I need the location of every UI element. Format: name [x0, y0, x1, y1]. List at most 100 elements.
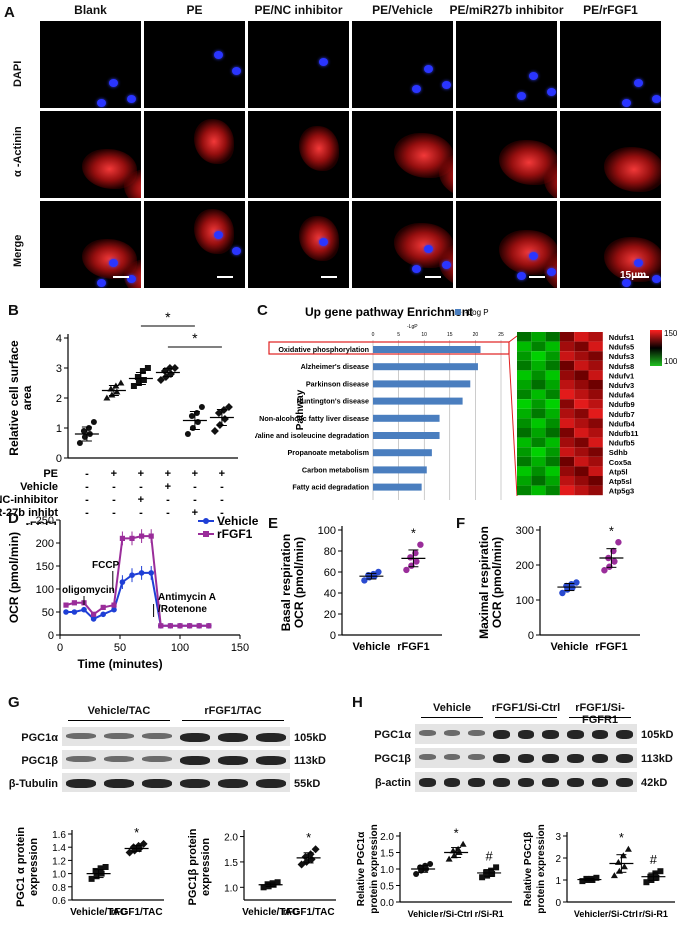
- data-point: [90, 419, 97, 425]
- protein-band: [468, 754, 485, 760]
- heatmap-cell: [517, 456, 532, 467]
- protein-band: [104, 778, 134, 788]
- condition-sign: -: [220, 481, 224, 493]
- y-tick-label: 0.6: [52, 896, 66, 907]
- y-tick-label: 60: [324, 567, 336, 579]
- data-point: [194, 419, 201, 425]
- y-tick-label: 2: [555, 854, 561, 865]
- data-point: [81, 606, 87, 613]
- condition-sign: -: [220, 507, 224, 519]
- micrograph-tile: [248, 201, 349, 288]
- pathway-label: Fatty acid degradation: [292, 483, 369, 492]
- heatmap-cell: [559, 351, 575, 361]
- data-point: [601, 567, 608, 574]
- data-point: [624, 845, 632, 852]
- micrograph-tile: [248, 111, 349, 198]
- y-tick-label: 2.0: [380, 832, 394, 843]
- row-label: α -Actinin: [12, 125, 24, 177]
- heatmap-cell: [574, 360, 589, 371]
- protein-band: [419, 754, 436, 760]
- data-point: [413, 870, 420, 877]
- y-tick-label: 4: [56, 333, 62, 345]
- y-tick-label: 250: [36, 515, 54, 527]
- condition-sign: -: [139, 507, 143, 519]
- y-tick-label: 0.0: [380, 898, 394, 909]
- nucleus: [652, 95, 661, 103]
- condition-label: PE: [43, 468, 58, 480]
- top-tick-label: 5: [397, 332, 400, 338]
- data-point: [135, 380, 142, 386]
- molecular-weight-label: 105kD: [294, 732, 327, 744]
- heatmap-cell: [531, 437, 546, 448]
- heatmap-cell: [574, 437, 589, 448]
- molecular-weight-label: 113kD: [641, 753, 673, 765]
- y-tick-label: 2.0: [224, 833, 238, 844]
- nucleus: [442, 261, 451, 269]
- protein-band: [256, 755, 286, 765]
- micrograph-tile: [560, 21, 661, 108]
- data-point: [615, 539, 622, 546]
- actinin-cell: [124, 169, 141, 198]
- heatmap-cell: [517, 476, 532, 486]
- data-point: [484, 872, 491, 879]
- protein-band: [66, 755, 96, 762]
- protein-band: [493, 730, 510, 739]
- condition-sign: -: [139, 520, 143, 525]
- heatmap-cell: [588, 418, 603, 428]
- panel-b-label: B: [8, 302, 19, 319]
- significance-mark: *: [411, 526, 416, 541]
- panel-d-ocr-line-chart: 0 50 100 150 200 250 0 50 100 150 Time (minutes) OC…: [7, 514, 259, 671]
- significance-mark: *: [134, 825, 139, 840]
- data-point: [187, 623, 193, 629]
- y-tick-label: 0.8: [52, 883, 66, 894]
- significance-mark: *: [192, 330, 198, 346]
- nucleus: [424, 245, 433, 253]
- micrograph-tile: [352, 21, 453, 108]
- condition-sign: +: [138, 468, 144, 480]
- data-point: [479, 874, 486, 881]
- panel-h-pgc1b-plot: 0 1 2 3 Relative PGC1β protein expression Vehi…: [523, 824, 675, 919]
- y-axis-label: protein expression: [369, 824, 380, 913]
- data-point: [71, 609, 78, 615]
- data-point: [167, 623, 173, 629]
- pathway-bar: [373, 449, 432, 457]
- data-point: [579, 878, 586, 885]
- heatmap-cell: [531, 332, 546, 342]
- heatmap-cell: [531, 418, 546, 428]
- heatmap-cell: [574, 476, 589, 486]
- heatmap-cell: [531, 456, 546, 467]
- molecular-weight-label: 42kD: [641, 777, 668, 789]
- x-tick-label: 50: [114, 642, 126, 654]
- protein-band: [567, 730, 584, 739]
- protein-band: [66, 778, 96, 788]
- micrograph-tile: [40, 111, 141, 198]
- heatmap-cell: [588, 360, 603, 371]
- significance-mark: *: [619, 830, 624, 845]
- x-category-label: Vehicle: [574, 909, 605, 919]
- protein-band: [104, 755, 134, 762]
- protein-band: [517, 778, 535, 787]
- heatmap-cell: [588, 389, 603, 400]
- gene-label: Ndufb4: [609, 419, 636, 428]
- data-point: [488, 867, 495, 874]
- panel-c-enrichment: Up gene pathway Enrichment-Log P -LgP 0 5 10…: [255, 305, 678, 500]
- y-axis-label: Maximal respiration: [477, 526, 491, 639]
- data-point: [125, 848, 134, 857]
- protein-band: [443, 754, 461, 760]
- gene-label: Ndufs1: [609, 333, 634, 342]
- micrograph-tile: [248, 21, 349, 108]
- condition-sign: +: [192, 468, 198, 480]
- top-tick-label: 10: [421, 332, 427, 338]
- protein-band: [218, 778, 248, 788]
- protein-band: [493, 754, 510, 763]
- gene-label: Ndufb5: [609, 439, 635, 448]
- heatmap-cell: [574, 485, 589, 496]
- protein-band: [218, 755, 248, 765]
- nucleus: [442, 81, 451, 89]
- protein-band: [443, 730, 461, 736]
- lane-group-label: rFGF1/Si-FGFR1: [575, 702, 625, 726]
- heatmap-cell: [517, 466, 532, 476]
- y-tick-label: 50: [42, 607, 54, 619]
- data-point: [170, 364, 179, 372]
- data-point: [100, 604, 106, 610]
